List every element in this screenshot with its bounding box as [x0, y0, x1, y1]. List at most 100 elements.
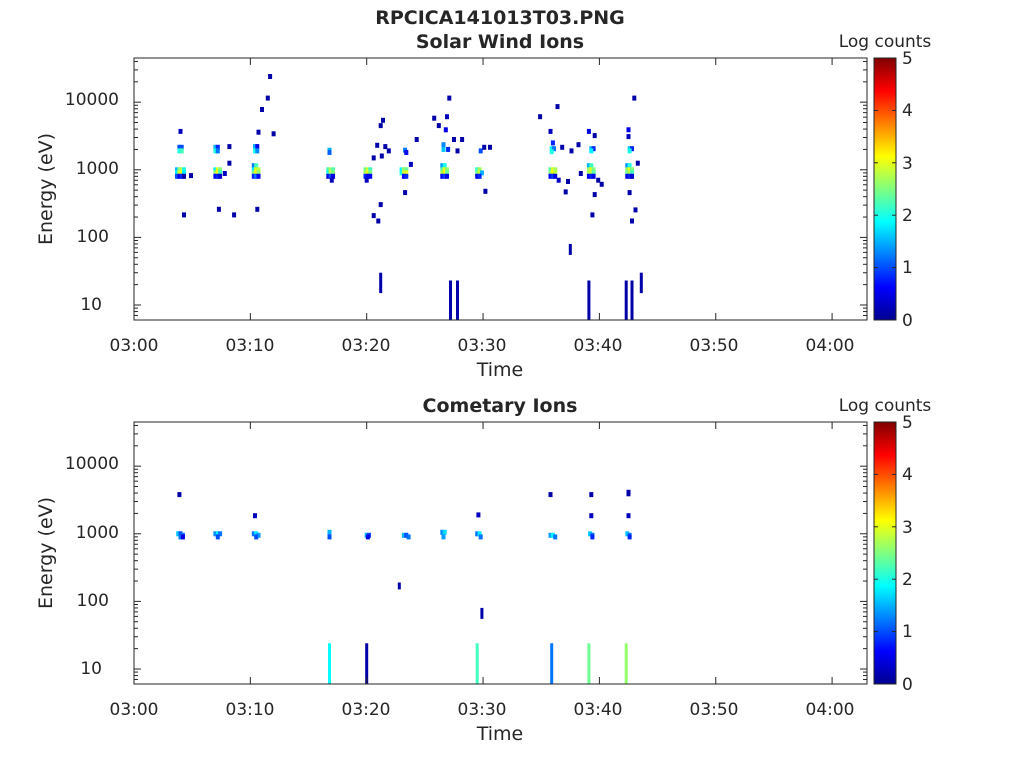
count-cell — [401, 173, 406, 179]
count-cell — [376, 218, 381, 224]
count-cell — [440, 163, 445, 169]
count-cell — [255, 148, 260, 154]
x-axis-tick-label: 03:20 — [342, 700, 391, 720]
count-cell — [625, 173, 630, 179]
count-cell — [189, 173, 193, 179]
count-cell — [371, 155, 376, 161]
count-streak — [449, 280, 452, 320]
colorbar-tick-label: 2 — [902, 206, 913, 226]
x-axis-tick-label: 03:00 — [110, 700, 159, 720]
count-cell — [182, 167, 186, 173]
count-cell — [548, 532, 553, 538]
count-streak — [365, 643, 369, 684]
colorbar-tick-label: 5 — [902, 413, 913, 433]
count-cell — [591, 146, 596, 152]
count-cell — [404, 170, 409, 176]
y-axis-tick-label: 100 — [77, 227, 109, 247]
count-streak — [480, 607, 484, 619]
count-cell — [627, 534, 632, 540]
count-cell — [256, 129, 261, 135]
count-cell — [404, 167, 409, 173]
count-cell — [215, 534, 220, 540]
count-cell — [549, 146, 554, 152]
count-cell — [179, 167, 184, 173]
count-cell — [260, 107, 264, 112]
count-cell — [327, 150, 332, 155]
count-cell — [476, 512, 481, 518]
count-cell — [256, 173, 261, 179]
count-streak — [639, 272, 643, 294]
count-cell — [625, 531, 630, 537]
count-streak — [475, 643, 479, 684]
count-cell — [408, 161, 413, 167]
x-axis-tick-label: 03:10 — [226, 336, 275, 356]
count-cell — [475, 173, 480, 179]
count-cell — [365, 534, 370, 540]
count-cell — [256, 167, 261, 173]
count-cell — [586, 128, 591, 134]
count-cell — [589, 492, 594, 498]
count-cell — [331, 173, 335, 179]
count-cell — [406, 534, 411, 540]
count-cell — [365, 173, 370, 179]
count-cell — [265, 95, 270, 101]
colorbar-tick-label: 1 — [902, 258, 913, 278]
count-cell — [254, 163, 259, 169]
count-cell — [569, 148, 574, 154]
count-cell — [440, 529, 445, 535]
count-cell — [256, 532, 261, 538]
count-cell — [591, 170, 596, 176]
count-streak — [624, 280, 628, 320]
x-axis-tick-label: 03:50 — [690, 336, 739, 356]
count-cell — [550, 173, 555, 179]
count-cell — [215, 167, 220, 173]
count-cell — [213, 173, 218, 179]
count-cell — [331, 167, 335, 173]
count-cell — [254, 173, 259, 179]
count-cell — [441, 142, 446, 148]
x-axis-tick-label: 03:30 — [458, 700, 507, 720]
panel-title: Solar Wind Ions — [416, 31, 584, 53]
count-cell — [548, 167, 553, 173]
count-cell — [254, 534, 259, 540]
count-cell — [550, 170, 555, 176]
colorbar — [873, 421, 897, 685]
heatmap-cells — [175, 74, 643, 320]
count-cell — [182, 170, 186, 176]
count-streak — [397, 582, 401, 590]
axes-ticks — [133, 422, 867, 685]
count-cell — [440, 167, 445, 173]
panel-cometary-ions: Cometary Ions 03:00 03:10 03:20 03:30 03… — [35, 395, 931, 745]
count-cell — [364, 177, 369, 183]
count-cell — [441, 146, 446, 152]
colorbar-tick-label: 5 — [902, 49, 913, 69]
count-cell — [589, 163, 594, 169]
count-streak — [328, 643, 331, 684]
panel-title: Cometary Ions — [423, 395, 578, 417]
count-cell — [552, 146, 556, 152]
count-cell — [588, 531, 593, 537]
count-cell — [177, 167, 182, 173]
count-cell — [404, 532, 409, 538]
count-cell — [256, 170, 261, 176]
count-cell — [371, 213, 376, 219]
count-cell — [626, 513, 631, 519]
x-axis-tick-label: 03:00 — [110, 336, 159, 356]
count-cell — [550, 167, 555, 173]
count-cell — [625, 170, 630, 176]
count-cell — [627, 170, 632, 176]
count-streak — [587, 280, 591, 320]
count-cell — [479, 170, 484, 176]
count-cell — [383, 144, 388, 150]
count-cell — [401, 532, 406, 538]
count-cell — [182, 212, 186, 218]
count-cell — [478, 534, 483, 540]
figure-title: RPCICA141013T03.PNG — [375, 7, 625, 29]
x-axis-tick-label: 04:00 — [806, 336, 855, 356]
count-cell — [441, 534, 446, 540]
count-cell — [436, 123, 441, 129]
count-cell — [553, 167, 558, 173]
count-cell — [379, 153, 384, 159]
heatmap-cells — [176, 489, 632, 684]
